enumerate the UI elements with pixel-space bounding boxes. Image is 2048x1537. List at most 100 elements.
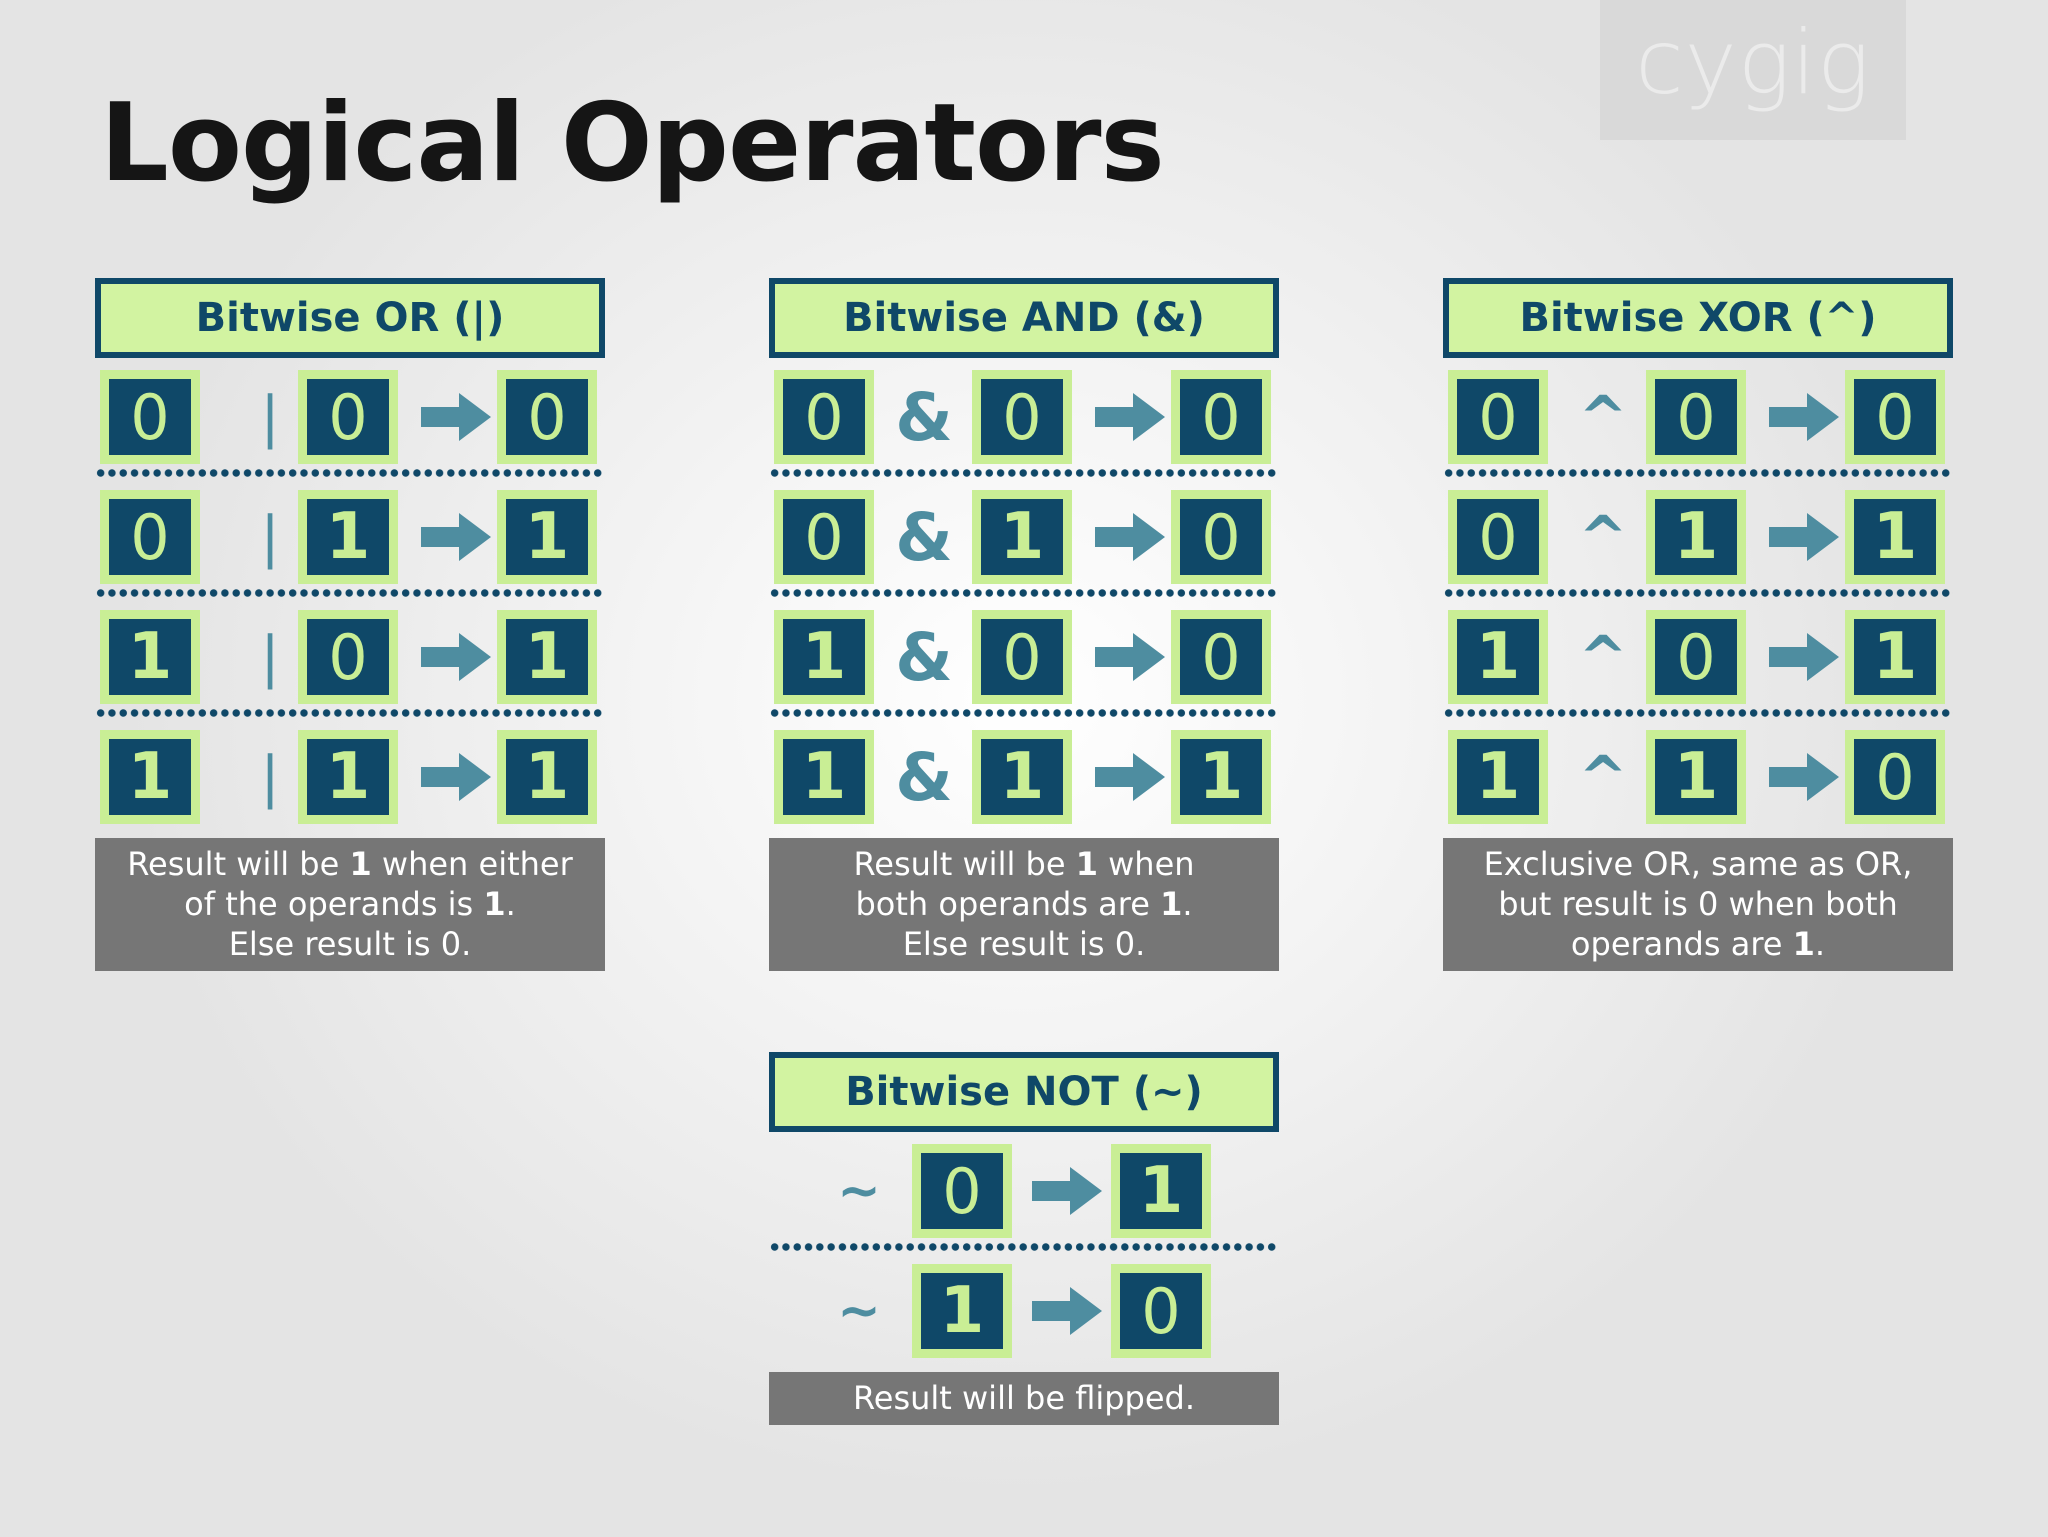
truth-row: 0 ^ 0 0 bbox=[1443, 370, 1953, 464]
right-arrow-icon bbox=[1092, 490, 1168, 584]
operand-a: 1 bbox=[1448, 730, 1548, 824]
truth-row: 1 & 1 1 bbox=[769, 730, 1279, 824]
note-line: of the operands is 1. bbox=[184, 885, 516, 923]
xor-operator-symbol: ^ bbox=[1578, 383, 1628, 451]
operand-b: 0 bbox=[1646, 610, 1746, 704]
result-bit: 0 bbox=[1171, 370, 1271, 464]
card-header: Bitwise NOT (~) bbox=[769, 1052, 1279, 1132]
explanation-note: Exclusive OR, same as OR, but result is … bbox=[1443, 838, 1953, 971]
operand-a: 0 bbox=[100, 370, 200, 464]
truth-row: ~ 0 1 bbox=[769, 1144, 1279, 1238]
not-operator-symbol: ~ bbox=[837, 1281, 881, 1341]
truth-row: 0 & 1 0 bbox=[769, 490, 1279, 584]
note-line: Result will be 1 when bbox=[853, 845, 1195, 883]
card-header: Bitwise AND (&) bbox=[769, 278, 1279, 358]
dotted-separator bbox=[1443, 588, 1953, 598]
right-arrow-icon bbox=[1092, 370, 1168, 464]
truth-row: 1 | 0 1 bbox=[95, 610, 605, 704]
truth-row: 0 ^ 1 1 bbox=[1443, 490, 1953, 584]
operand-a: 1 bbox=[100, 730, 200, 824]
not-operator-symbol: ~ bbox=[837, 1161, 881, 1221]
operand-a: 0 bbox=[1448, 490, 1548, 584]
result-bit: 0 bbox=[1845, 370, 1945, 464]
operand: 1 bbox=[912, 1264, 1012, 1358]
result-bit: 1 bbox=[497, 730, 597, 824]
operand-b: 0 bbox=[972, 370, 1072, 464]
dotted-separator bbox=[769, 708, 1279, 718]
right-arrow-icon bbox=[418, 730, 494, 824]
dotted-separator bbox=[769, 468, 1279, 478]
truth-row: ~ 1 0 bbox=[769, 1264, 1279, 1358]
right-arrow-icon bbox=[1092, 730, 1168, 824]
and-operator-symbol: & bbox=[895, 738, 953, 816]
result-bit: 1 bbox=[497, 610, 597, 704]
right-arrow-icon bbox=[1766, 490, 1842, 584]
right-arrow-icon bbox=[1766, 370, 1842, 464]
dotted-separator bbox=[95, 468, 605, 478]
operand-a: 0 bbox=[774, 490, 874, 584]
card-bitwise-xor: Bitwise XOR (^) 0 ^ 0 0 0 ^ 1 1 1 ^ 0 1 … bbox=[1443, 278, 1953, 971]
and-operator-symbol: & bbox=[895, 498, 953, 576]
right-arrow-icon bbox=[418, 370, 494, 464]
dotted-separator bbox=[1443, 468, 1953, 478]
operand-b: 0 bbox=[972, 610, 1072, 704]
truth-row: 0 | 0 0 bbox=[95, 370, 605, 464]
result-bit: 1 bbox=[1171, 730, 1271, 824]
operand-a: 1 bbox=[100, 610, 200, 704]
card-header: Bitwise OR (|) bbox=[95, 278, 605, 358]
operand-b: 1 bbox=[1646, 730, 1746, 824]
result-bit: 1 bbox=[1845, 610, 1945, 704]
page-title: Logical Operators bbox=[100, 81, 1165, 206]
dotted-separator bbox=[769, 588, 1279, 598]
or-operator-symbol: | bbox=[260, 504, 280, 570]
dotted-separator bbox=[95, 588, 605, 598]
result-bit: 1 bbox=[1111, 1144, 1211, 1238]
and-operator-symbol: & bbox=[895, 378, 953, 456]
right-arrow-icon bbox=[1029, 1144, 1105, 1238]
operand-b: 0 bbox=[298, 610, 398, 704]
result-bit: 0 bbox=[1111, 1264, 1211, 1358]
operand-a: 1 bbox=[774, 610, 874, 704]
card-bitwise-not: Bitwise NOT (~) ~ 0 1 ~ 1 0 Result will … bbox=[769, 1052, 1279, 1425]
right-arrow-icon bbox=[418, 610, 494, 704]
operand-b: 1 bbox=[298, 730, 398, 824]
operand-b: 1 bbox=[298, 490, 398, 584]
operand-b: 1 bbox=[972, 490, 1072, 584]
result-bit: 0 bbox=[497, 370, 597, 464]
right-arrow-icon bbox=[1092, 610, 1168, 704]
truth-row: 0 & 0 0 bbox=[769, 370, 1279, 464]
operand-a: 0 bbox=[100, 490, 200, 584]
note-line: operands are 1. bbox=[1570, 925, 1826, 963]
operand: 0 bbox=[912, 1144, 1012, 1238]
explanation-note: Result will be flipped. bbox=[769, 1372, 1279, 1425]
operand-b: 0 bbox=[298, 370, 398, 464]
truth-row: 1 ^ 0 1 bbox=[1443, 610, 1953, 704]
xor-operator-symbol: ^ bbox=[1578, 743, 1628, 811]
note-line: Exclusive OR, same as OR, bbox=[1483, 845, 1913, 883]
and-operator-symbol: & bbox=[895, 618, 953, 696]
dotted-separator bbox=[1443, 708, 1953, 718]
result-bit: 1 bbox=[497, 490, 597, 584]
right-arrow-icon bbox=[1766, 610, 1842, 704]
operand-a: 0 bbox=[1448, 370, 1548, 464]
note-line: Result will be 1 when either bbox=[127, 845, 573, 883]
watermark-logo: cygig bbox=[1600, 0, 1906, 140]
result-bit: 0 bbox=[1171, 610, 1271, 704]
xor-operator-symbol: ^ bbox=[1578, 623, 1628, 691]
result-bit: 0 bbox=[1845, 730, 1945, 824]
right-arrow-icon bbox=[1766, 730, 1842, 824]
card-header: Bitwise XOR (^) bbox=[1443, 278, 1953, 358]
dotted-separator bbox=[769, 1242, 1279, 1252]
truth-row: 0 | 1 1 bbox=[95, 490, 605, 584]
note-line: both operands are 1. bbox=[855, 885, 1193, 923]
operand-a: 1 bbox=[774, 730, 874, 824]
right-arrow-icon bbox=[1029, 1264, 1105, 1358]
truth-row: 1 | 1 1 bbox=[95, 730, 605, 824]
or-operator-symbol: | bbox=[260, 744, 280, 810]
dotted-separator bbox=[95, 708, 605, 718]
explanation-note: Result will be 1 when both operands are … bbox=[769, 838, 1279, 971]
operand-b: 1 bbox=[1646, 490, 1746, 584]
note-line: but result is 0 when both bbox=[1498, 885, 1898, 923]
note-line: Else result is 0. bbox=[902, 925, 1146, 963]
xor-operator-symbol: ^ bbox=[1578, 503, 1628, 571]
